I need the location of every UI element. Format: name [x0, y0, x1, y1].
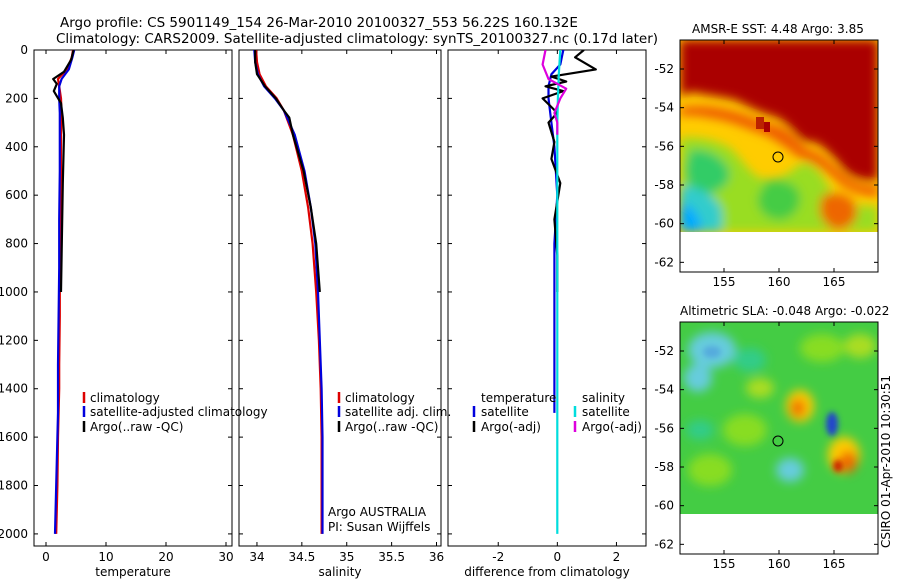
temperature-series-satellite-adjusted-climatology [53, 50, 76, 534]
y-tick-label: -56 [654, 421, 674, 435]
x-tick-label: 10 [98, 550, 113, 564]
sla-map-axes: 155 160 165 -52 -54 -56 -58 -60 -62 [654, 322, 878, 571]
x-tick-label: 34.5 [288, 550, 315, 564]
credit-line-2: PI: Susan Wijffels [328, 520, 430, 534]
salinity-x-axis-label: salinity [318, 565, 361, 579]
temperature-series-argo-raw-qc [52, 50, 75, 293]
sst-heatmap [680, 40, 878, 272]
timestamp: CSIRO 01-Apr-2010 10:30:51 [879, 375, 893, 548]
legend-label: Argo(-adj) [481, 420, 541, 434]
legend-heading: temperature [481, 391, 556, 405]
difference-series-salinity-satellite [556, 50, 562, 534]
y-tick-label: 2000 [0, 527, 28, 541]
legend-label: climatology [90, 391, 160, 405]
temperature-legend: climatology satellite-adjusted climatolo… [82, 391, 268, 434]
difference-x-axis-label: difference from climatology [464, 565, 630, 579]
difference-legend: temperature satellite Argo(-adj) salinit… [472, 391, 642, 434]
x-tick-label: 20 [158, 550, 173, 564]
credit-line-1: Argo AUSTRALIA [328, 505, 427, 519]
legend-label: satellite adj. clim. [345, 405, 451, 419]
y-tick-label: 800 [5, 237, 28, 251]
sla-float-marker [772, 435, 784, 447]
legend-label: satellite [481, 405, 529, 419]
sla-map-title: Altimetric SLA: -0.048 Argo: -0.022 [680, 304, 889, 318]
y-tick-label: -60 [654, 217, 674, 231]
y-tick-label: -52 [654, 344, 674, 358]
x-tick-label: 35 [339, 550, 354, 564]
y-tick-label: -52 [654, 62, 674, 76]
salinity-chart: 34 34.5 35 35.5 36 salinity [239, 49, 444, 579]
x-tick-label: 36 [429, 550, 444, 564]
salinity-legend: climatology satellite adj. clim. Argo(..… [337, 391, 451, 434]
y-tick-label: 0 [20, 43, 28, 57]
x-tick-label: -2 [492, 550, 504, 564]
x-tick-label: 30 [218, 550, 233, 564]
legend-label: satellite-adjusted climatology [90, 405, 268, 419]
x-tick-label: 165 [823, 275, 846, 289]
y-tick-label: 200 [5, 91, 28, 105]
difference-series-salinity-argo-adj [541, 50, 568, 135]
legend-label: climatology [345, 391, 415, 405]
x-tick-label: 2 [613, 550, 621, 564]
x-tick-label: 35.5 [378, 550, 405, 564]
difference-series-temperature-argo-adj [541, 50, 597, 292]
y-tick-label: -58 [654, 460, 674, 474]
y-tick-label: -54 [654, 101, 674, 115]
x-tick-label: 155 [713, 275, 736, 289]
legend-label: Argo(..raw -QC) [345, 420, 438, 434]
y-tick-label: 1400 [0, 382, 28, 396]
difference-panel-frame [447, 49, 647, 547]
y-tick-label: 1000 [0, 285, 28, 299]
sst-float-marker [772, 151, 784, 163]
temperature-x-axis-label: temperature [95, 565, 170, 579]
salinity-panel-frame [238, 49, 442, 547]
y-tick-label: 1600 [0, 430, 28, 444]
x-tick-label: 34 [249, 550, 264, 564]
y-tick-label: -56 [654, 139, 674, 153]
x-tick-label: 160 [768, 557, 791, 571]
legend-label: satellite [582, 405, 630, 419]
legend-label: Argo(-adj) [582, 420, 642, 434]
sst-map-title: AMSR-E SST: 4.48 Argo: 3.85 [692, 22, 864, 36]
y-tick-label: 1200 [0, 333, 28, 347]
y-tick-label: -54 [654, 383, 674, 397]
legend-heading: salinity [582, 391, 625, 405]
x-tick-label: 0 [42, 550, 50, 564]
x-tick-label: 160 [768, 275, 791, 289]
legend-label: Argo(..raw -QC) [90, 420, 183, 434]
salinity-series-argo-raw-qc [254, 50, 321, 293]
temperature-chart: 0 10 20 30 temperature 0 200 400 600 800 1000 1200 1… [0, 43, 234, 579]
x-tick-label: 0 [554, 550, 562, 564]
salinity-series-satellite-adj-clim [253, 50, 324, 534]
x-tick-label: 155 [713, 557, 736, 571]
y-tick-label: 1800 [0, 479, 28, 493]
sst-map-axes: 155 160 165 -52 -54 -56 -58 -60 -62 [654, 40, 878, 289]
figure-title-line1: Argo profile: CS 5901149_154 26-Mar-2010… [60, 15, 578, 31]
figure-title-line2: Climatology: CARS2009. Satellite-adjuste… [56, 31, 658, 47]
temperature-panel-frame [33, 49, 233, 547]
y-tick-label: -62 [654, 537, 674, 551]
sla-heatmap [680, 322, 878, 554]
y-tick-label: -60 [654, 499, 674, 513]
y-tick-label: -58 [654, 178, 674, 192]
x-tick-label: 165 [823, 557, 846, 571]
y-tick-label: 400 [5, 140, 28, 154]
y-tick-label: 600 [5, 188, 28, 202]
y-tick-label: -62 [654, 255, 674, 269]
